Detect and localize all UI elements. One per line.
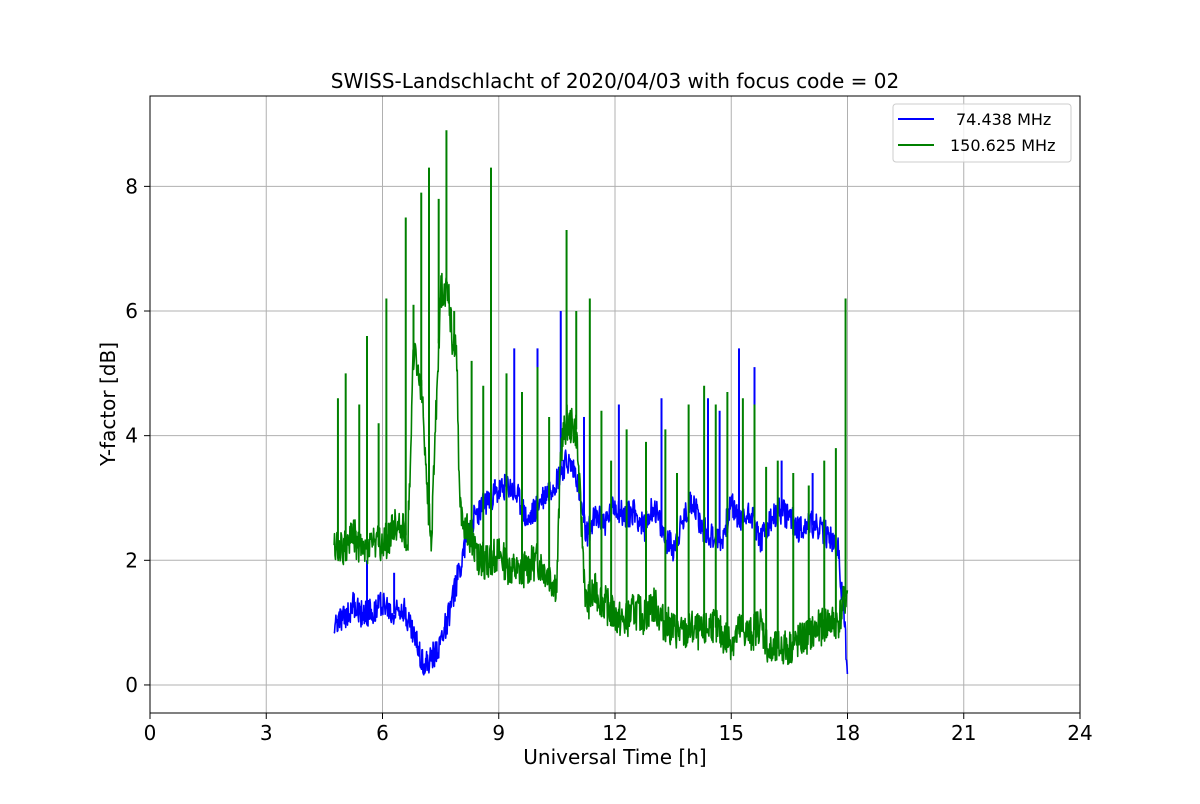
x-axis-label: Universal Time [h] — [523, 745, 706, 769]
y-tick-label: 6 — [125, 299, 138, 323]
y-tick-label: 4 — [125, 424, 138, 448]
y-ticks: 0 2 4 6 8 — [125, 174, 150, 697]
legend-label-150mhz: 150.625 MHz — [950, 136, 1055, 155]
y-axis-label: Y-factor [dB] — [96, 342, 120, 467]
x-tick-label: 15 — [719, 721, 744, 745]
chart-title: SWISS-Landschlacht of 2020/04/03 with fo… — [331, 69, 899, 93]
x-tick-label: 0 — [144, 721, 157, 745]
x-tick-label: 12 — [602, 721, 627, 745]
y-tick-label: 8 — [125, 174, 138, 198]
y-tick-label: 2 — [125, 548, 138, 572]
x-tick-label: 24 — [1067, 721, 1092, 745]
legend-label-74mhz: 74.438 MHz — [956, 110, 1051, 129]
legend-box — [892, 103, 1072, 163]
series-group — [333, 130, 849, 676]
x-tick-label: 3 — [260, 721, 273, 745]
x-tick-label: 18 — [835, 721, 860, 745]
x-tick-label: 6 — [376, 721, 389, 745]
series-line-1 — [333, 272, 849, 666]
legend: 74.438 MHz 150.625 MHz — [892, 103, 1072, 163]
y-tick-label: 0 — [125, 673, 138, 697]
x-ticks: 0 3 6 9 12 15 18 21 24 — [144, 713, 1093, 745]
x-tick-label: 21 — [951, 721, 976, 745]
x-tick-label: 9 — [492, 721, 505, 745]
